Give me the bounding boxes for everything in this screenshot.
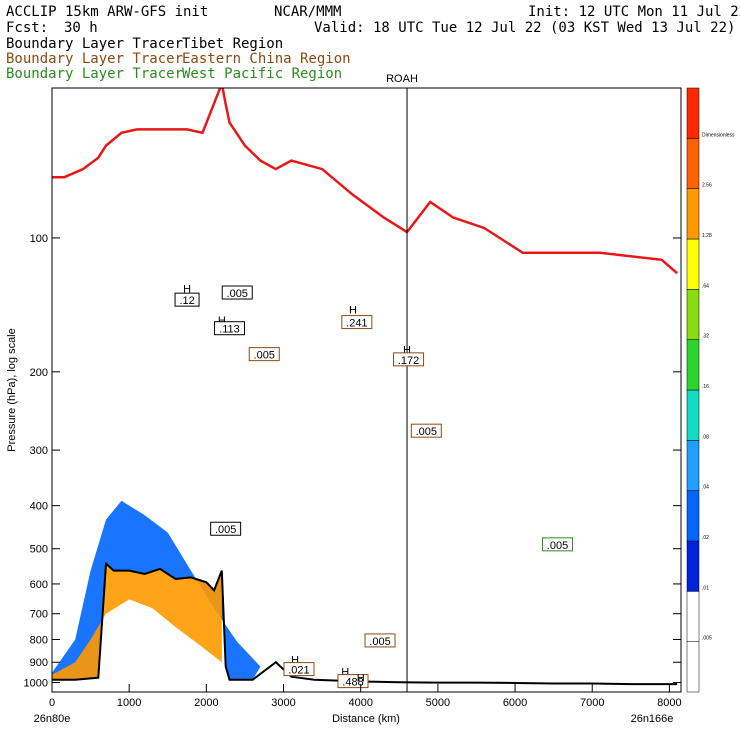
x-tick-label: 2000: [194, 697, 218, 709]
x-tick-label: 6000: [503, 697, 527, 709]
x-tick-label: 7000: [580, 697, 604, 709]
y-tick-label: 600: [30, 579, 48, 591]
tibet-tracer-band-0: [52, 500, 261, 680]
contour-label: .241: [346, 318, 367, 330]
colorbar-label: .64: [702, 283, 709, 289]
x-axis-label: Distance (km): [332, 713, 400, 725]
colorbar-segment: [686, 540, 700, 592]
tracer-label-1: Boundary Layer Tracer: [6, 36, 184, 52]
colorbar-label: .32: [702, 334, 709, 340]
colorbar-segment: [686, 389, 700, 441]
forecast-label: Fcst:: [6, 20, 49, 36]
contour-label: .172: [398, 355, 419, 367]
contour-label: .005: [227, 288, 248, 300]
contour-label-box: [341, 315, 373, 330]
x-tick-label: 8000: [657, 697, 681, 709]
contour-label-box: [174, 292, 200, 307]
colorbar-label: 1.28: [702, 233, 712, 239]
y-tick-label: 400: [30, 501, 48, 513]
colorbar-label: .02: [702, 535, 709, 541]
y-tick-label: 500: [30, 544, 48, 556]
tracer-region-2: Eastern China Region: [182, 51, 351, 67]
contour-label: .005: [369, 636, 390, 648]
contour-label: H: [357, 673, 365, 685]
colorbar-segment: [686, 87, 700, 139]
tracer-label-3: Boundary Layer Tracer: [6, 66, 184, 82]
colorbar-label: Dimensionless: [702, 132, 735, 138]
y-tick-label: 800: [30, 634, 48, 646]
colorbar-label: .005: [702, 636, 712, 642]
tibet-tracer-band-1: [52, 563, 222, 680]
model-title: ACCLIP 15km ARW-GFS init: [6, 4, 209, 20]
colorbar-segment: [686, 591, 700, 642]
contour-label: .488: [342, 677, 363, 689]
contour-label-box: [364, 633, 396, 648]
colorbar-segment: [686, 138, 700, 189]
x-end-label: 26n166e: [631, 713, 674, 725]
contour-label-box: [210, 521, 242, 536]
colorbar-label: .16: [702, 384, 709, 390]
forecast-hours: 30 h: [64, 20, 98, 36]
contour-label: .021: [288, 665, 309, 677]
colorbar-segment: [686, 641, 700, 693]
tracer-region-3: West Pacific Region: [182, 66, 343, 82]
colorbar-segment: [686, 289, 700, 340]
x-tick-label: 0: [49, 697, 55, 709]
x-tick-label: 4000: [348, 697, 372, 709]
contour-label-box: [410, 423, 442, 438]
tracer-region-1: Tibet Region: [182, 36, 284, 52]
colorbar-segment: [686, 440, 700, 491]
contour-label: H: [218, 315, 226, 327]
y-axis-label: Pressure (hPa), log scale: [6, 328, 18, 452]
contour-label: H: [341, 667, 349, 679]
x-tick-label: 1000: [117, 697, 141, 709]
x-tick-label: 5000: [426, 697, 450, 709]
contour-label-box: [221, 285, 253, 300]
contour-label: H: [291, 654, 299, 666]
contour-label-box: [542, 537, 574, 552]
contour-label-box: [214, 321, 246, 336]
tracer-label-2: Boundary Layer Tracer: [6, 51, 184, 67]
contour-label-box: [248, 347, 280, 362]
colorbar-label: .08: [702, 434, 709, 440]
y-tick-label: 1000: [24, 678, 48, 690]
y-tick-label: 900: [30, 657, 48, 669]
contour-label: H: [403, 344, 411, 356]
contour-label: .113: [219, 324, 240, 336]
valid-time: Valid: 18 UTC Tue 12 Jul 22 (03 KST Wed …: [314, 20, 736, 36]
contour-label: .005: [254, 350, 275, 362]
station-label: ROAH: [386, 73, 418, 85]
tropopause-line: [52, 88, 678, 275]
colorbar-label: .01: [702, 585, 709, 591]
contour-label: .005: [215, 524, 236, 536]
colorbar-segment: [686, 490, 700, 542]
colorbar-segment: [686, 188, 700, 240]
y-tick-label: 300: [30, 445, 48, 457]
x-tick-label: 3000: [271, 697, 295, 709]
colorbar-label: 2.56: [702, 183, 712, 189]
contour-label: .005: [547, 540, 568, 552]
x-start-label: 26n80e: [34, 713, 71, 725]
y-tick-label: 200: [30, 367, 48, 379]
contour-label-box: [393, 352, 425, 367]
init-time: Init: 12 UTC Mon 11 Jul 22: [528, 4, 740, 20]
y-tick-label: 700: [30, 609, 48, 621]
contour-label: H: [349, 305, 357, 317]
contour-label: .005: [416, 426, 437, 438]
terrain-line: [52, 561, 678, 686]
colorbar-segment: [686, 238, 700, 290]
plot-frame: [51, 87, 682, 693]
contour-label: .12: [179, 295, 194, 307]
y-tick-label: 100: [30, 233, 48, 245]
contour-label: H: [183, 284, 191, 296]
org-label: NCAR/MMM: [274, 4, 342, 20]
contour-label-box: [283, 662, 315, 677]
colorbar-segment: [686, 339, 700, 391]
colorbar-label: .04: [702, 485, 709, 491]
